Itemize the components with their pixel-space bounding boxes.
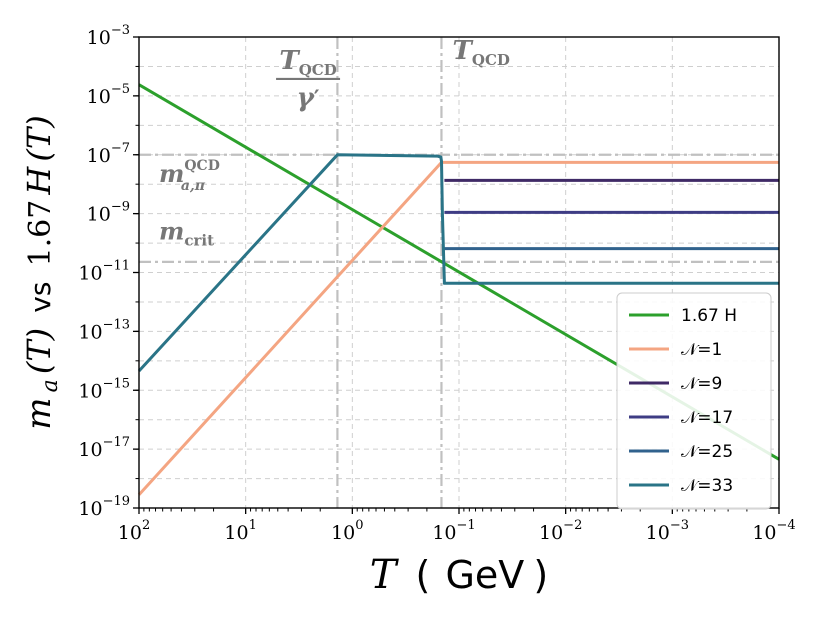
x-tick-label: 100	[331, 518, 363, 544]
y-axis-rhs-var: H	[20, 166, 58, 196]
y-tick-label: 10−17	[78, 435, 130, 461]
annotation-mcrit: mcrit	[159, 217, 214, 250]
y-tick-label: 10−19	[78, 494, 130, 520]
x-tick-label: 10−1	[432, 518, 475, 544]
legend: 1.67 H 𝒩=1 𝒩=9 𝒩=17 𝒩=25 𝒩=33	[616, 292, 772, 510]
x-axis-var: T	[370, 552, 400, 598]
series-lines	[137, 83, 780, 496]
y-tick-label: 10−7	[87, 141, 130, 167]
x-axis-unit: GeV	[445, 553, 524, 597]
annotation-tqcd-gamma-numerator: TQCD	[279, 46, 336, 79]
y-tick-label: 10−11	[78, 259, 130, 285]
annotation-ma-qcd: mQCD a,π	[159, 158, 220, 194]
y-axis-lhs: m	[19, 397, 59, 429]
legend-entry: 𝒩=33	[681, 476, 733, 496]
y-axis-rhs: 1.67	[23, 200, 58, 267]
legend-entry: 𝒩=25	[681, 442, 733, 462]
legend-box	[616, 292, 772, 510]
y-tick-label: 10−3	[87, 23, 130, 49]
x-axis-close: )	[533, 553, 548, 597]
legend-entry: 𝒩=17	[681, 408, 733, 428]
y-axis-mid: vs	[24, 282, 57, 313]
x-tick-label: 10−3	[646, 518, 689, 544]
x-axis-title: T ( GeV )	[370, 552, 548, 598]
legend-entry: 𝒩=1	[681, 340, 722, 360]
y-axis-rhs-arg: (T)	[20, 115, 58, 161]
y-axis-lhs-arg: (T)	[20, 328, 58, 374]
x-tick-label: 10−4	[752, 518, 795, 544]
y-axis-title: m a (T) vs 1.67 H (T)	[19, 115, 63, 429]
legend-entry: 1.67 H	[681, 306, 737, 326]
annotations: TQCD γ′ TQCD mQCD a,π mcrit	[159, 36, 510, 250]
y-tick-label: 10−9	[87, 200, 130, 226]
x-tick-label: 102	[118, 518, 150, 544]
x-axis-ticks: 102 101 100 10−1 10−2 10−3 10−4	[118, 508, 796, 544]
y-tick-label: 10−13	[78, 317, 130, 343]
annotation-tqcd-gamma-denominator: γ′	[297, 83, 320, 113]
annotation-tqcd: TQCD	[453, 36, 510, 69]
reference-lines	[139, 37, 779, 508]
x-tick-label: 101	[224, 518, 256, 544]
y-tick-label: 10−5	[87, 82, 130, 108]
y-axis-ticks: 10−19 10−17 10−15 10−13 10−11 10−9 10−7 10−5 10−…	[78, 23, 139, 520]
legend-entry: 𝒩=9	[681, 374, 722, 394]
x-axis-open: (	[416, 553, 431, 597]
x-tick-label: 10−2	[539, 518, 582, 544]
series-line	[137, 153, 779, 373]
y-tick-label: 10−15	[78, 376, 130, 402]
y-axis-lhs-sub: a	[38, 379, 63, 392]
